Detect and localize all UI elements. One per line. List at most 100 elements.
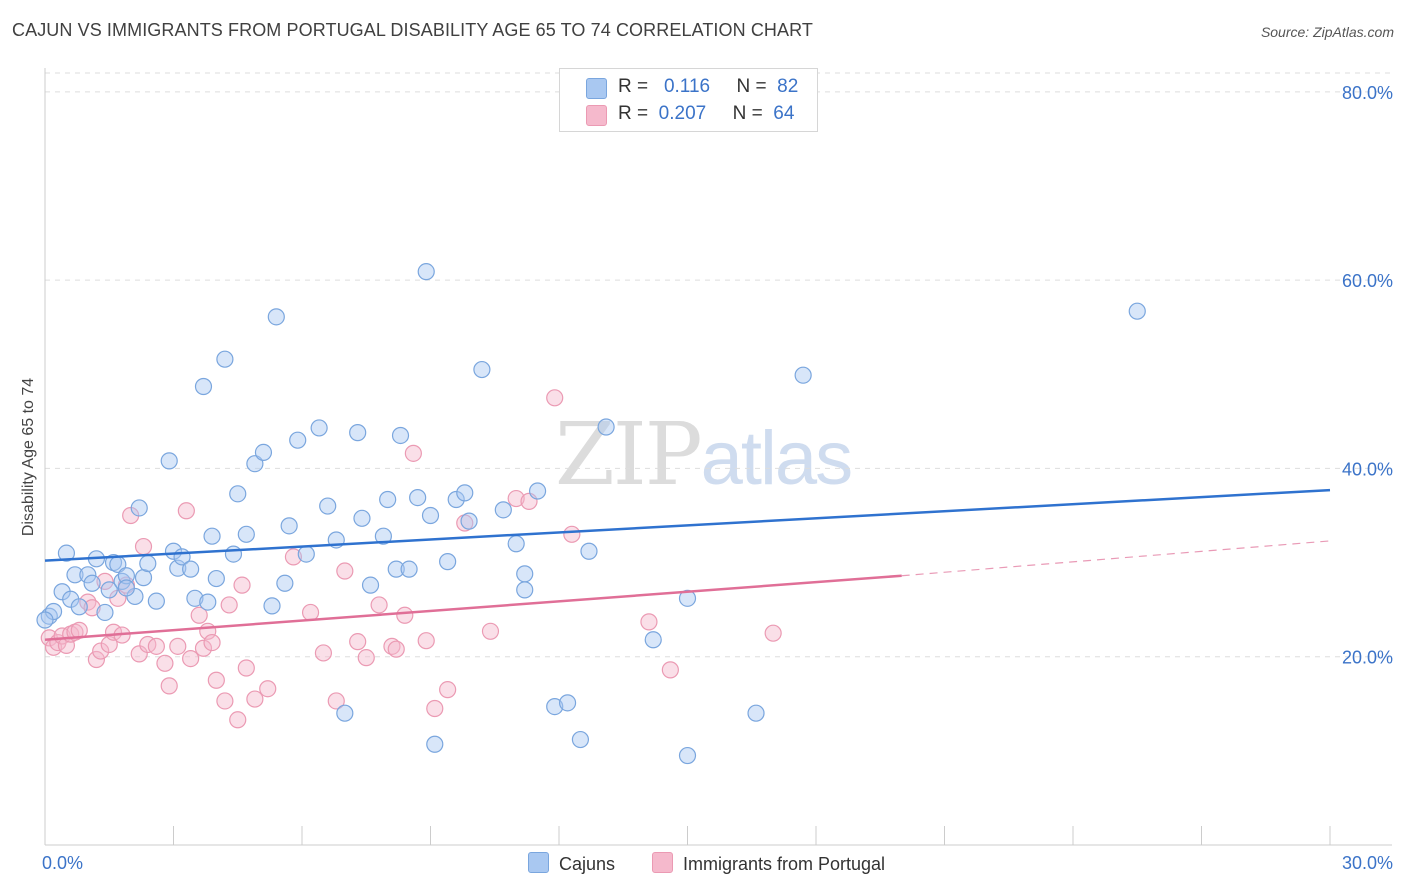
cajun-point — [139, 554, 157, 573]
portugal-point — [147, 637, 165, 655]
cajun-point — [66, 566, 84, 584]
cajun-point — [280, 517, 298, 535]
legend-item-cajuns: Cajuns — [528, 852, 615, 875]
cajun-point — [160, 452, 178, 470]
cajun-point — [134, 569, 153, 587]
cajun-point — [361, 576, 380, 594]
watermark-zip: ZIP — [555, 405, 703, 505]
legend-item-portugal: Immigrants from Portugal — [652, 852, 885, 875]
cajun-point — [558, 694, 577, 712]
cajun-point — [597, 418, 615, 436]
portugal-point — [237, 659, 255, 677]
legend-r-label: R = — [618, 76, 649, 97]
portugal-point — [96, 572, 114, 590]
portugal-point — [203, 633, 221, 652]
watermark-atlas: atlas — [700, 416, 854, 501]
x-tick-label: 30.0% — [1342, 853, 1393, 873]
portugal-point — [229, 711, 247, 729]
cajun-point — [678, 589, 697, 607]
portugal-swatch — [652, 852, 673, 873]
portugal-point — [314, 644, 333, 662]
x-tick-label: 0.0% — [42, 853, 83, 873]
cajun-point — [421, 506, 440, 525]
legend-n-value: 82 — [777, 76, 799, 97]
portugal-point — [336, 562, 354, 580]
cajun-point — [147, 592, 165, 610]
tick-labels: 20.0% 40.0% 60.0% 80.0% 0.0% 30.0% Disability … — [20, 83, 1393, 873]
legend-r-value: 0.207 — [658, 103, 707, 124]
cajun-point — [494, 501, 512, 519]
y-tick-label: 40.0% — [1342, 459, 1393, 479]
cajun-point — [310, 419, 328, 437]
cajun-point — [263, 597, 281, 615]
portugal-point — [640, 613, 658, 631]
portugal-trend-extension — [901, 540, 1331, 577]
cajun-point — [473, 360, 491, 379]
portugal-point — [87, 650, 106, 669]
portugal-point — [156, 654, 174, 672]
portugal-point — [259, 680, 277, 698]
cajun-point — [289, 431, 307, 449]
cajun-point — [391, 426, 410, 445]
portugal-point — [357, 649, 375, 667]
legend-label-cajuns: Cajuns — [559, 854, 616, 874]
portugal-point — [764, 624, 782, 642]
cajun-point — [100, 581, 118, 599]
legend-r-value: 0.116 — [663, 76, 711, 97]
cajun-point — [186, 589, 204, 607]
cajun-point — [83, 574, 101, 592]
portugal-point — [507, 489, 525, 508]
portugal-point — [284, 548, 303, 566]
cajun-point — [203, 527, 221, 545]
cajun-point — [117, 579, 135, 597]
cajun-swatch — [586, 78, 607, 99]
cajun-point — [216, 350, 234, 368]
cajun-point — [516, 565, 534, 583]
legend-label-portugal: Immigrants from Portugal — [683, 854, 886, 874]
cajun-point — [460, 512, 478, 530]
cajun-trend-line — [44, 488, 1331, 562]
cajun-point — [199, 593, 217, 611]
cajun-point — [387, 560, 405, 578]
cajun-point — [237, 525, 255, 543]
portugal-point — [83, 599, 101, 617]
legend-r-label: R = — [618, 103, 649, 124]
cajun-point — [164, 542, 183, 560]
cajun-point — [507, 535, 525, 553]
cajun-point — [254, 443, 273, 462]
cajun-point — [546, 698, 564, 716]
cajun-point — [117, 567, 135, 585]
portugal-point — [216, 692, 234, 710]
cajun-point — [36, 611, 54, 629]
portugal-point — [194, 639, 213, 657]
cajun-point — [229, 485, 247, 503]
portugal-point — [387, 640, 405, 658]
cajun-point — [169, 559, 187, 577]
cajun-point — [57, 544, 76, 562]
cajun-point — [439, 553, 457, 571]
portugal-point — [546, 389, 564, 407]
portugal-trend-line — [44, 574, 902, 642]
source-label: Source: ZipAtlas.com — [1260, 24, 1394, 40]
y-axis-title: Disability Age 65 to 74 — [20, 378, 37, 536]
cajun-point — [528, 482, 547, 500]
cajun-point — [224, 545, 243, 563]
cajun-point — [336, 704, 354, 722]
portugal-point — [327, 692, 345, 710]
cajun-point — [130, 499, 148, 517]
cajun-point — [379, 490, 397, 509]
cajun-point — [580, 542, 598, 560]
portugal-point — [439, 681, 457, 699]
portugal-point — [301, 603, 320, 622]
cajun-swatch — [528, 852, 549, 873]
cajun-point — [571, 730, 590, 749]
portugal-point — [130, 645, 148, 663]
portugal-point — [563, 525, 581, 543]
cajun-point — [194, 377, 213, 396]
portugal-point — [92, 642, 110, 660]
cajun-point — [516, 581, 534, 599]
portugal-point — [370, 596, 388, 614]
portugal-point — [233, 576, 251, 594]
portugal-point — [426, 699, 444, 718]
cajun-point — [246, 455, 264, 473]
